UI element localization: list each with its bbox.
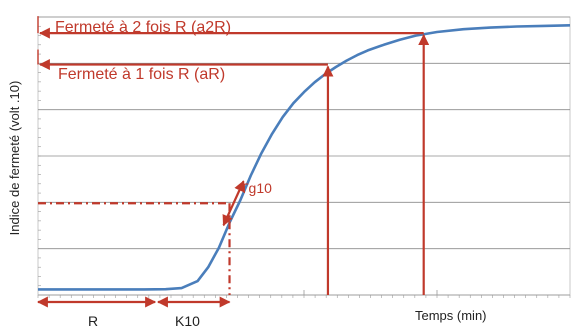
firmness-curve bbox=[38, 24, 571, 291]
label-a2r: Fermeté à 2 fois R (a2R) bbox=[55, 19, 231, 36]
x-tick-r: R bbox=[88, 313, 98, 329]
label-ar: Fermeté à 1 fois R (aR) bbox=[58, 66, 225, 83]
grid-layer bbox=[37, 16, 571, 298]
x-tick-k10: K10 bbox=[175, 313, 200, 329]
tg10-tangent-arrow bbox=[222, 180, 245, 227]
x-axis-label: Temps (min) bbox=[415, 308, 487, 323]
annotation-layer bbox=[36, 16, 430, 308]
y-axis-label: Indice de fermeté (volt .10) bbox=[7, 81, 22, 236]
curve-layer bbox=[38, 24, 571, 291]
label-tg10: Tg10 bbox=[240, 180, 272, 196]
